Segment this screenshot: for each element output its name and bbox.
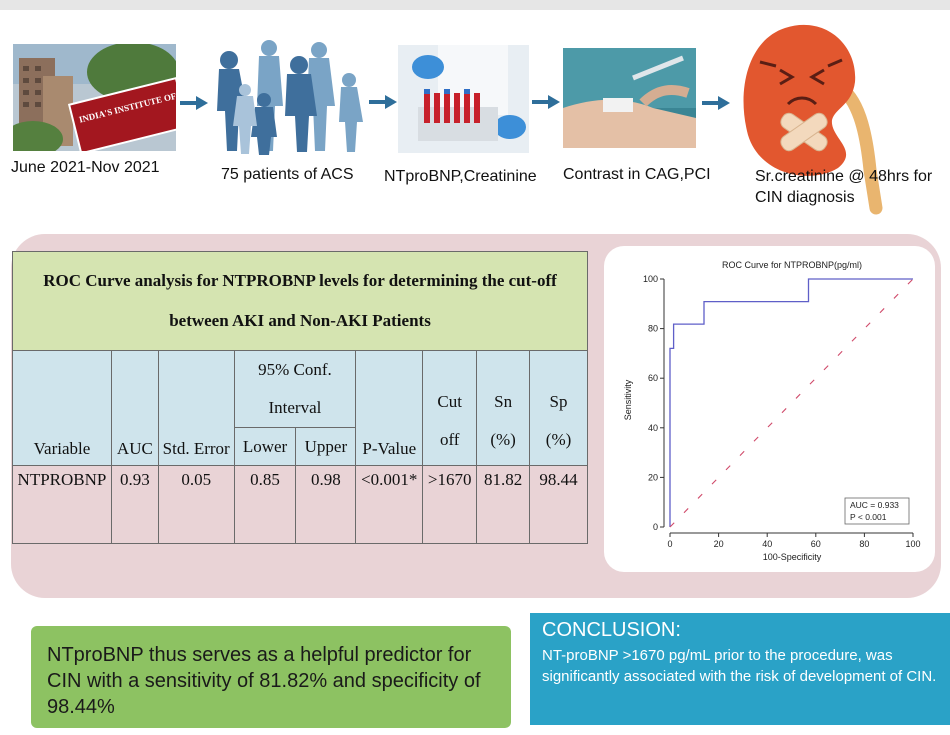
y-tick-label: 20 — [648, 472, 658, 482]
y-tick-label: 0 — [653, 522, 658, 532]
y-tick-label: 40 — [648, 423, 658, 433]
y-tick-label: 60 — [648, 373, 658, 383]
auc-annotation-line1: AUC = 0.933 — [850, 500, 899, 510]
step-caption-1: June 2021-Nov 2021 — [11, 159, 160, 176]
cell-auc: 0.93 — [110, 465, 159, 544]
x-tick-label: 0 — [667, 539, 672, 549]
header-conf-line1: 95% Conf. — [258, 360, 332, 379]
x-tick-label: 40 — [762, 539, 772, 549]
roc-curve-line — [669, 278, 913, 527]
header-variable: Variable — [12, 350, 112, 466]
header-cut-line2: off — [439, 430, 460, 449]
cell-std-error: 0.05 — [157, 465, 235, 544]
roc-chart: ROC Curve for NTPROBNP(pg/ml) Sensitivit… — [623, 260, 921, 562]
conclusion-text: NT-proBNP >1670 pg/mL prior to the proce… — [542, 647, 937, 685]
flow-arrow-2 — [369, 95, 397, 109]
y-tick-label: 100 — [643, 274, 658, 284]
summary-box: NTproBNP thus serves as a helpful predic… — [31, 626, 511, 728]
top-strip — [0, 0, 950, 10]
sad-kidney-cartoon — [740, 20, 890, 216]
y-axis-label: Sensitivity — [623, 379, 633, 420]
cell-sn: 81.82 — [476, 465, 531, 544]
flow-arrow-3 — [532, 95, 560, 109]
roc-analysis-table: ROC Curve analysis for NTPROBNP levels f… — [12, 251, 588, 544]
header-sp: Sp (%) — [529, 350, 588, 466]
step-caption-3: NTproBNP,Creatinine — [384, 168, 537, 185]
auc-annotation-line2: P < 0.001 — [850, 512, 887, 522]
roc-chart-card: ROC Curve for NTPROBNP(pg/ml) Sensitivit… — [604, 246, 935, 572]
hospital-building-photo: INDIA'S INSTITUTE OF MEDICAL SCIENCES — [13, 44, 176, 151]
header-conf-interval: 95% Conf. Interval — [233, 350, 357, 428]
header-cut-line1: Cut — [437, 392, 462, 411]
y-tick-label: 80 — [648, 324, 658, 334]
reference-diagonal-line — [669, 278, 914, 528]
x-tick-label: 20 — [714, 539, 724, 549]
catheter-procedure-photo — [563, 48, 696, 148]
step-caption-4: Contrast in CAG,PCI — [563, 166, 711, 183]
step-caption-5: Sr.creatinine @ 48hrs for CIN diagnosis — [755, 168, 933, 206]
header-sp-line1: Sp — [549, 392, 568, 411]
header-sn-line1: Sn — [494, 392, 513, 411]
x-axis-label: 100-Specificity — [763, 552, 822, 562]
auc-annotation-box: AUC = 0.933 P < 0.001 — [844, 497, 910, 525]
conclusion-heading: CONCLUSION: — [542, 619, 681, 641]
header-lower: Lower — [233, 427, 297, 466]
header-auc: AUC — [110, 350, 159, 466]
x-tick-label: 100 — [905, 539, 920, 549]
flow-arrow-4 — [702, 96, 730, 110]
cell-upper: 0.98 — [295, 465, 357, 544]
flow-arrow-1 — [180, 96, 208, 110]
step-caption-2: 75 patients of ACS — [221, 166, 354, 183]
cell-cut-off: >1670 — [422, 465, 478, 544]
x-tick-label: 80 — [859, 539, 869, 549]
header-sn: Sn (%) — [476, 350, 531, 466]
header-upper: Upper — [295, 427, 357, 466]
chart-title: ROC Curve for NTPROBNP(pg/ml) — [722, 260, 862, 270]
table-row: NTPROBNP 0.93 0.05 0.85 0.98 <0.001* >16… — [12, 465, 588, 544]
header-p-value: P-Value — [355, 350, 424, 466]
header-conf-line2: Interval — [268, 398, 322, 417]
table-title: ROC Curve analysis for NTPROBNP levels f… — [12, 251, 588, 351]
header-sn-line2: (%) — [490, 430, 516, 449]
lab-test-tubes-photo — [398, 45, 529, 153]
header-sp-line2: (%) — [545, 430, 572, 449]
header-cut-off: Cut off — [422, 350, 478, 466]
cell-p-value: <0.001* — [355, 465, 424, 544]
header-std-error: Std. Error — [157, 350, 235, 466]
cell-lower: 0.85 — [233, 465, 297, 544]
cell-variable: NTPROBNP — [12, 465, 112, 544]
patient-silhouettes — [209, 40, 365, 157]
conclusion-box: CONCLUSION: NT-proBNP >1670 pg/mL prior … — [530, 613, 950, 725]
cell-sp: 98.44 — [529, 465, 588, 544]
summary-text: NTproBNP thus serves as a helpful predic… — [47, 644, 481, 718]
x-tick-label: 60 — [811, 539, 821, 549]
